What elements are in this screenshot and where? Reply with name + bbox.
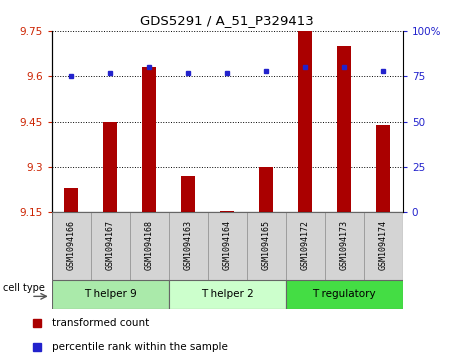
Text: GSM1094173: GSM1094173 (340, 220, 349, 270)
Text: T helper 2: T helper 2 (201, 289, 254, 299)
Bar (91, 212, 130, 280)
Bar (286, 212, 325, 280)
Text: transformed count: transformed count (52, 318, 149, 328)
Bar (64, 188, 78, 212)
Text: GSM1094167: GSM1094167 (106, 220, 115, 270)
Text: GSM1094166: GSM1094166 (67, 220, 76, 270)
Text: GSM1094168: GSM1094168 (145, 220, 154, 270)
Text: T helper 9: T helper 9 (84, 289, 137, 299)
Bar (208, 212, 247, 280)
Text: GSM1094163: GSM1094163 (184, 220, 193, 270)
Bar (338, 46, 351, 212)
Text: cell type: cell type (3, 283, 45, 293)
Bar (104, 122, 117, 212)
Bar (259, 167, 273, 212)
Bar (364, 212, 403, 280)
Bar (376, 125, 390, 212)
Text: GSM1094164: GSM1094164 (223, 220, 232, 270)
Bar (142, 67, 156, 212)
Text: GSM1094165: GSM1094165 (262, 220, 271, 270)
Title: GDS5291 / A_51_P329413: GDS5291 / A_51_P329413 (140, 14, 314, 27)
Bar (325, 212, 364, 280)
Bar (298, 31, 312, 212)
Bar (130, 212, 169, 280)
Bar (52, 280, 169, 309)
Bar (220, 211, 234, 212)
Bar (286, 280, 403, 309)
Text: GSM1094174: GSM1094174 (379, 220, 388, 270)
Text: T regulatory: T regulatory (312, 289, 376, 299)
Bar (181, 176, 195, 212)
Text: percentile rank within the sample: percentile rank within the sample (52, 342, 228, 352)
Bar (169, 212, 208, 280)
Bar (169, 280, 286, 309)
Bar (247, 212, 286, 280)
Text: GSM1094172: GSM1094172 (301, 220, 310, 270)
Bar (52, 212, 91, 280)
